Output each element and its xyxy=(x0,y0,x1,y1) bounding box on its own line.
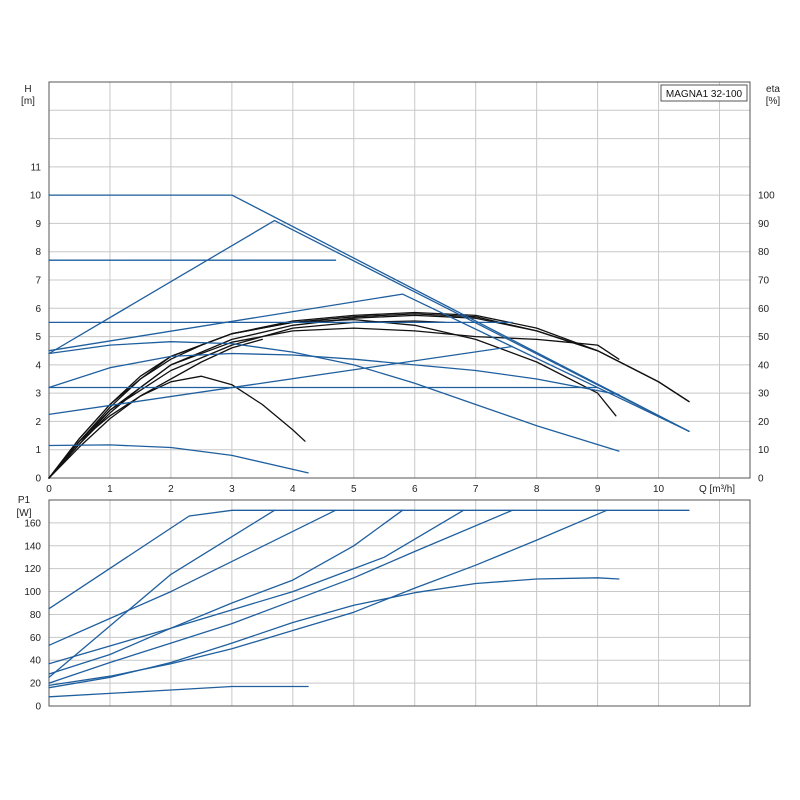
efficiency-curve xyxy=(48,314,599,479)
head-tick-label: 9 xyxy=(35,219,41,230)
power-tick-label: 120 xyxy=(24,564,41,575)
head-tick-label: 2 xyxy=(35,417,41,428)
head-axis-title-line1: H xyxy=(24,84,31,95)
head-tick-label: 7 xyxy=(35,276,41,287)
flow-tick-label: 0 xyxy=(46,484,52,495)
power-curve xyxy=(48,685,309,698)
head-panel-frame xyxy=(48,81,751,479)
flow-tick-label: 1 xyxy=(107,484,113,495)
head-curve xyxy=(48,352,620,396)
power-tick-label: 20 xyxy=(30,679,42,690)
power-tick-labels: 0 20 40 60 80 100 120 140 160 xyxy=(24,518,41,712)
head-axis-title-line2: [m] xyxy=(21,96,35,107)
power-axis-title-line1: P1 xyxy=(18,495,31,506)
flow-tick-labels: 0 1 2 3 4 5 6 7 8 9 10 xyxy=(46,484,664,495)
head-tick-label: 5 xyxy=(35,332,41,343)
eta-tick-label: 50 xyxy=(758,332,770,343)
power-tick-label: 60 xyxy=(30,633,42,644)
head-tick-label: 10 xyxy=(30,191,42,202)
power-curve xyxy=(48,509,337,646)
head-curve xyxy=(48,341,620,452)
eta-tick-label: 80 xyxy=(758,247,770,258)
eta-tick-label: 30 xyxy=(758,389,770,400)
efficiency-curve xyxy=(48,320,446,479)
power-panel-frame xyxy=(48,499,751,707)
head-tick-label: 1 xyxy=(35,445,41,456)
power-axis-title-line2: [W] xyxy=(17,508,32,519)
head-curve xyxy=(48,219,690,432)
eta-tick-label: 20 xyxy=(758,417,770,428)
head-tick-labels: 0 1 2 3 4 5 6 7 8 9 10 11 xyxy=(30,162,42,484)
power-curve xyxy=(48,577,620,689)
head-curve xyxy=(48,444,309,474)
head-tick-label: 6 xyxy=(35,304,41,315)
power-curve xyxy=(48,509,513,684)
power-curve xyxy=(48,509,465,665)
eta-axis-title-line1: eta xyxy=(766,84,780,95)
head-tick-label: 0 xyxy=(35,474,41,485)
eta-tick-label: 100 xyxy=(758,191,775,202)
head-curve xyxy=(48,194,690,432)
flow-tick-label: 6 xyxy=(412,484,418,495)
power-tick-label: 40 xyxy=(30,656,42,667)
head-tick-label: 3 xyxy=(35,389,41,400)
flow-tick-label: 4 xyxy=(290,484,296,495)
eta-tick-label: 90 xyxy=(758,219,770,230)
power-curve xyxy=(48,509,404,675)
efficiency-curves xyxy=(48,311,690,479)
head-tick-label: 4 xyxy=(35,360,41,371)
head-tick-label: 11 xyxy=(31,162,42,173)
eta-tick-label: 70 xyxy=(758,276,770,287)
eta-tick-label: 0 xyxy=(758,474,764,485)
flow-tick-label: 2 xyxy=(168,484,174,495)
power-curves xyxy=(48,509,690,698)
eta-tick-label: 60 xyxy=(758,304,770,315)
power-tick-label: 140 xyxy=(24,541,41,552)
flow-tick-label: 3 xyxy=(229,484,235,495)
eta-tick-labels: 0 10 20 30 40 50 60 70 80 90 100 xyxy=(758,191,775,485)
model-label-box xyxy=(660,84,748,102)
head-curve xyxy=(48,293,690,432)
model-label: MAGNA1 32-100 xyxy=(666,89,743,100)
flow-tick-label: 8 xyxy=(534,484,540,495)
flow-tick-label: 10 xyxy=(653,484,665,495)
flow-axis-title: Q [m³/h] xyxy=(699,484,735,495)
power-panel-grid xyxy=(48,499,750,707)
power-tick-label: 100 xyxy=(24,587,41,598)
power-tick-label: 160 xyxy=(24,518,41,529)
power-tick-label: 80 xyxy=(30,610,42,621)
head-curve xyxy=(48,345,513,416)
flow-tick-label: 5 xyxy=(351,484,357,495)
flow-tick-label: 9 xyxy=(595,484,601,495)
eta-axis-title-line2: [%] xyxy=(766,96,781,107)
eta-tick-label: 10 xyxy=(758,445,770,456)
head-curves xyxy=(48,194,690,474)
power-tick-label: 0 xyxy=(35,702,41,713)
eta-tick-label: 40 xyxy=(758,360,770,371)
flow-tick-label: 7 xyxy=(473,484,479,495)
head-tick-label: 8 xyxy=(35,247,41,258)
power-curve xyxy=(48,509,276,679)
power-curve xyxy=(48,509,690,610)
